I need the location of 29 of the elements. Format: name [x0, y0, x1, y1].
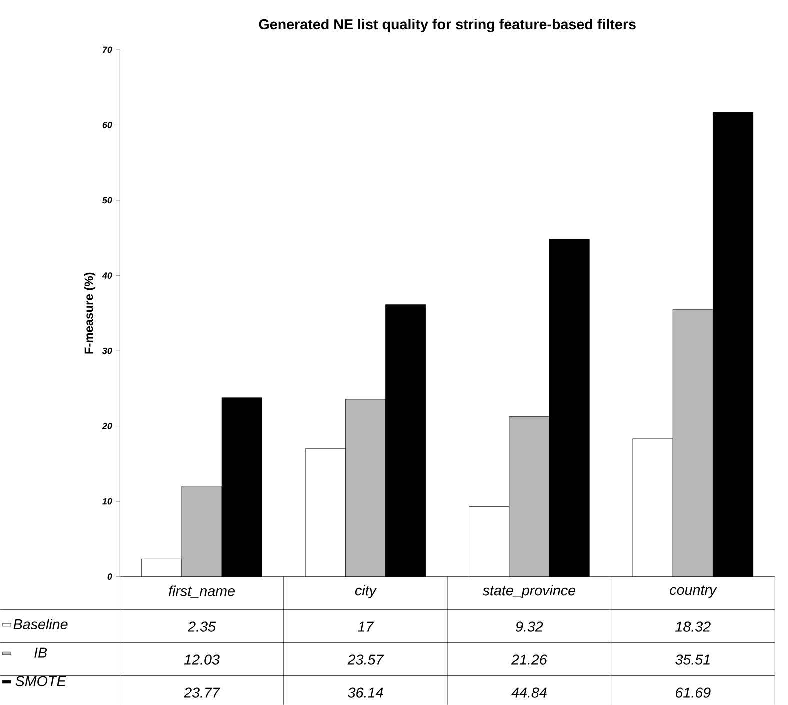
y-tick-label: 30	[102, 348, 112, 354]
data-label: 61.69	[676, 688, 711, 698]
y-tick-label: 10	[102, 498, 112, 505]
y-axis-title: F-measure (%)	[84, 272, 96, 354]
data-label: 18.32	[676, 622, 711, 632]
data-label: 36.14	[348, 688, 384, 698]
y-tick-label: 20	[102, 423, 112, 430]
data-label: 17	[358, 622, 374, 632]
x-tick-label: state_province	[482, 585, 576, 599]
data-label: 44.84	[512, 688, 547, 698]
data-label: 9.32	[516, 622, 544, 632]
x-tick-label: country	[670, 586, 718, 598]
y-tick-label: 50	[102, 197, 112, 204]
data-label: 21.26	[511, 654, 548, 665]
legend-label: Baseline	[14, 619, 68, 630]
legend-label: SMOTE	[16, 676, 66, 686]
legend-label: IB	[34, 648, 48, 658]
y-tick-label: 60	[102, 122, 112, 128]
data-label: 23.57	[348, 654, 384, 665]
data-label: 2.35	[188, 622, 216, 632]
data-label: 12.03	[184, 654, 220, 665]
x-tick-label: city	[355, 585, 378, 599]
x-tick-label: first_name	[169, 586, 235, 598]
data-label: 23.77	[184, 688, 220, 698]
chart-title: Generated NE list quality for string feature-based filters	[259, 19, 636, 32]
data-label: 35.51	[676, 654, 710, 665]
y-tick-label: 40	[102, 272, 112, 279]
y-tick-label: 70	[103, 46, 112, 54]
y-tick-label: 0	[108, 574, 112, 580]
